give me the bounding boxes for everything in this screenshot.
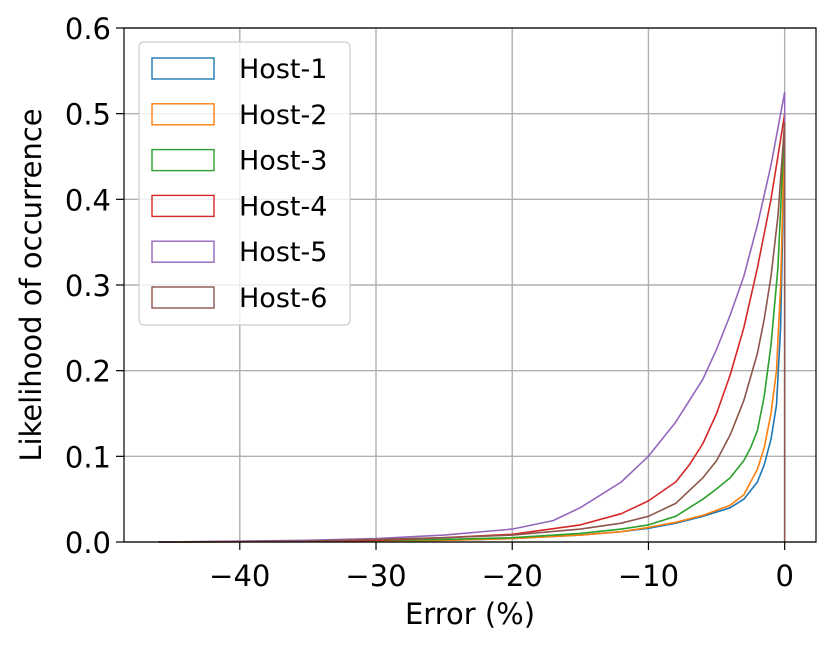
legend: Host-1 Host-2 Host-3 Host-4 Host-5 Host-6 <box>138 41 351 326</box>
y-tick-label: 0.4 <box>65 183 111 217</box>
legend-label: Host-6 <box>239 283 327 314</box>
legend-label: Host-2 <box>239 100 327 131</box>
series-line-host-3 <box>158 122 786 543</box>
x-axis: −40 −30 −20 −10 0 <box>209 542 794 593</box>
legend-label: Host-4 <box>239 191 327 222</box>
legend-swatch <box>151 240 215 263</box>
series-lines <box>158 92 786 543</box>
legend-swatch <box>151 286 215 309</box>
legend-label: Host-5 <box>239 237 327 268</box>
legend-swatch <box>151 57 215 80</box>
legend-swatch <box>151 194 215 218</box>
y-tick-label: 0.5 <box>65 98 111 132</box>
x-tick-label: −40 <box>209 559 270 593</box>
y-axis-label: Likelihood of occurrence <box>14 108 48 461</box>
x-tick-label: 0 <box>775 559 793 593</box>
y-tick-label: 0.2 <box>65 355 111 389</box>
legend-label: Host-3 <box>239 146 327 177</box>
series-line-host-2 <box>158 122 786 543</box>
x-axis-label: Error (%) <box>405 597 535 631</box>
series-line-host-6 <box>158 122 786 543</box>
legend-label: Host-1 <box>239 54 327 85</box>
x-tick-label: −20 <box>482 559 543 593</box>
y-axis: 0.0 0.1 0.2 0.3 0.4 0.5 0.6 <box>65 12 124 560</box>
legend-swatch <box>151 148 215 172</box>
x-tick-label: −30 <box>345 559 406 593</box>
series-line-host-5 <box>158 92 786 543</box>
y-tick-label: 0.3 <box>65 269 111 303</box>
y-tick-label: 0.0 <box>65 526 111 560</box>
y-tick-label: 0.6 <box>65 12 111 46</box>
legend-frame <box>138 41 351 326</box>
x-tick-label: −10 <box>618 559 679 593</box>
y-tick-label: 0.1 <box>65 440 111 474</box>
legend-swatch <box>151 103 215 126</box>
